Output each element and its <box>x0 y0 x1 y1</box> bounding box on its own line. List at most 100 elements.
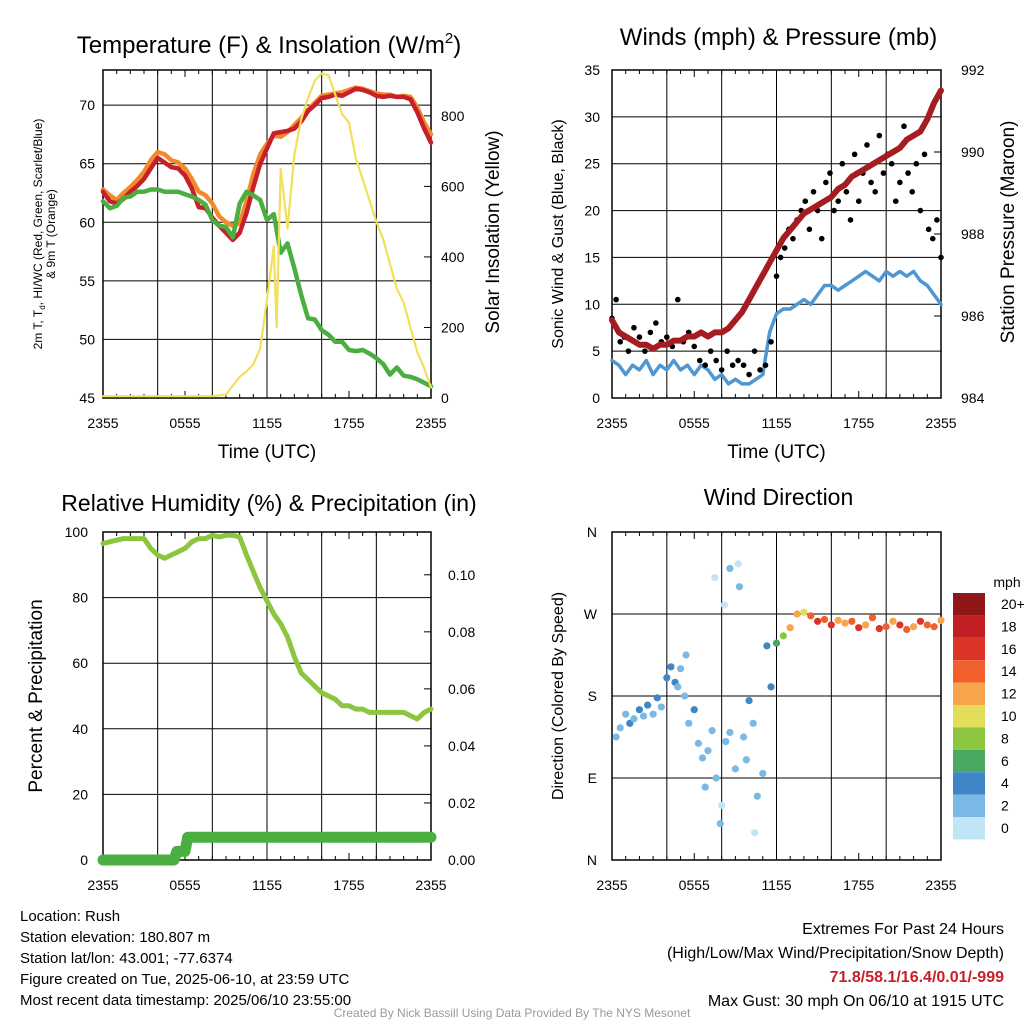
y2-tick-label: 0 <box>441 390 449 406</box>
colorbar-swatch <box>953 593 985 616</box>
direction-point <box>682 651 690 659</box>
direction-point <box>930 623 938 631</box>
gust-point <box>664 334 670 340</box>
direction-point <box>734 560 742 568</box>
gust-point <box>901 123 907 130</box>
x-tick-label: 2355 <box>925 877 956 893</box>
gust-point <box>625 348 632 354</box>
gust-point <box>876 132 883 139</box>
extremes-title: Extremes For Past 24 Hours <box>802 921 1004 938</box>
extremes-info: Extremes For Past 24 Hours (High/Low/Max… <box>667 918 1004 1014</box>
gust-point <box>864 142 870 148</box>
gust-point <box>868 179 874 186</box>
direction-point <box>712 774 720 782</box>
gust-point <box>938 254 944 261</box>
y-tick-label: 60 <box>72 655 88 671</box>
direction-point <box>848 617 856 625</box>
direction-point <box>916 617 925 625</box>
x-tick-label: 2355 <box>87 877 118 893</box>
x-tick-label: 1155 <box>761 415 791 431</box>
y-tick-label: 100 <box>65 524 89 540</box>
gust-point <box>888 160 895 167</box>
gust-point <box>810 189 817 195</box>
colorbar-swatch <box>953 727 985 750</box>
gust-point <box>636 334 643 340</box>
y-tick-label: 20 <box>72 786 88 802</box>
series-line-wind <box>610 269 943 386</box>
gust-point <box>631 324 637 331</box>
y2-tick-label: 984 <box>961 390 985 406</box>
gust-point <box>897 179 903 186</box>
gust-point <box>707 348 714 354</box>
direction-point <box>653 694 661 702</box>
y-axis-label: Direction (Colored By Speed) <box>550 592 567 800</box>
y-tick-label: S <box>588 688 597 704</box>
direction-point <box>681 692 689 700</box>
direction-point <box>740 733 748 741</box>
gust-point <box>735 357 741 364</box>
gust-point <box>818 235 825 242</box>
gust-point <box>729 362 736 369</box>
x-axis-label: Time (UTC) <box>218 442 317 463</box>
gust-point <box>929 235 936 242</box>
direction-point <box>708 727 716 735</box>
gust-point <box>696 357 703 364</box>
direction-point <box>701 783 709 791</box>
x-tick-label: 1755 <box>333 877 364 893</box>
station-latlon: Station lat/lon: 43.001; -77.6374 <box>20 950 233 967</box>
direction-point <box>759 769 767 778</box>
gust-point <box>653 320 659 326</box>
y2-axis-label: Solar Insolation (Yellow) <box>483 130 504 333</box>
direction-point <box>716 819 724 828</box>
y2-tick-label: 986 <box>961 308 985 324</box>
gust-point <box>913 160 920 167</box>
y-label-line: , HI/WC (Red, Green, Scarlet/Blue) <box>31 119 45 306</box>
direction-point <box>868 614 877 622</box>
direction-point <box>753 792 761 800</box>
y2-axis-label: Station Pressure (Maroon) <box>998 121 1019 344</box>
direction-point <box>644 701 652 709</box>
y-tick-label: 50 <box>79 331 95 347</box>
gust-point <box>642 348 648 354</box>
x-tick-label: 2355 <box>87 415 118 431</box>
y-label-line: & 9m T (Orange) <box>44 189 58 279</box>
x-tick-label: 1755 <box>843 877 874 893</box>
direction-point <box>772 639 781 647</box>
direction-point <box>612 733 620 741</box>
y-tick-label: 0 <box>592 390 600 406</box>
y-label-line: 2m T, T <box>31 309 45 349</box>
direction-point <box>862 621 870 629</box>
y2-tick-label: 0.04 <box>448 738 475 754</box>
direction-point <box>767 683 775 691</box>
gust-point <box>892 198 899 204</box>
extremes-values: 71.8/58.1/16.4/0.01/-999 <box>829 969 1004 986</box>
direction-point <box>731 765 739 773</box>
direction-point <box>649 710 657 718</box>
direction-point <box>882 623 890 631</box>
title-superscript: 2 <box>445 30 453 47</box>
y-tick-label: W <box>584 606 598 622</box>
y-tick-label: 55 <box>79 273 95 289</box>
y2-tick-label: 992 <box>961 62 985 78</box>
colorbar-swatch <box>953 749 985 773</box>
y-axis-label: Percent & Precipitation <box>26 599 47 792</box>
gust-point <box>702 362 709 369</box>
direction-point <box>903 625 911 634</box>
gust-point <box>713 357 719 364</box>
colorbar-label: 18 <box>1001 618 1017 634</box>
y-axis-label: 2m T, Td, HI/WC (Red, Green, Scarlet/Blu… <box>31 119 58 350</box>
series-line-red <box>100 86 434 243</box>
colorbar-title: mph <box>993 574 1020 590</box>
gust-point <box>675 296 681 303</box>
direction-point <box>720 601 729 609</box>
colorbar-label: 16 <box>1001 641 1017 657</box>
gust-point <box>613 296 619 303</box>
data-timestamp: Most recent data timestamp: 2025/06/10 2… <box>20 992 352 1009</box>
x-axis-label: Time (UTC) <box>727 442 826 463</box>
figure-created: Figure created on Tue, 2025-06-10, at 23… <box>20 971 350 988</box>
y2-tick-label: 988 <box>961 226 985 242</box>
y-tick-label: 5 <box>592 343 600 359</box>
direction-point <box>779 632 787 640</box>
chart-title: Wind Direction <box>704 484 854 510</box>
